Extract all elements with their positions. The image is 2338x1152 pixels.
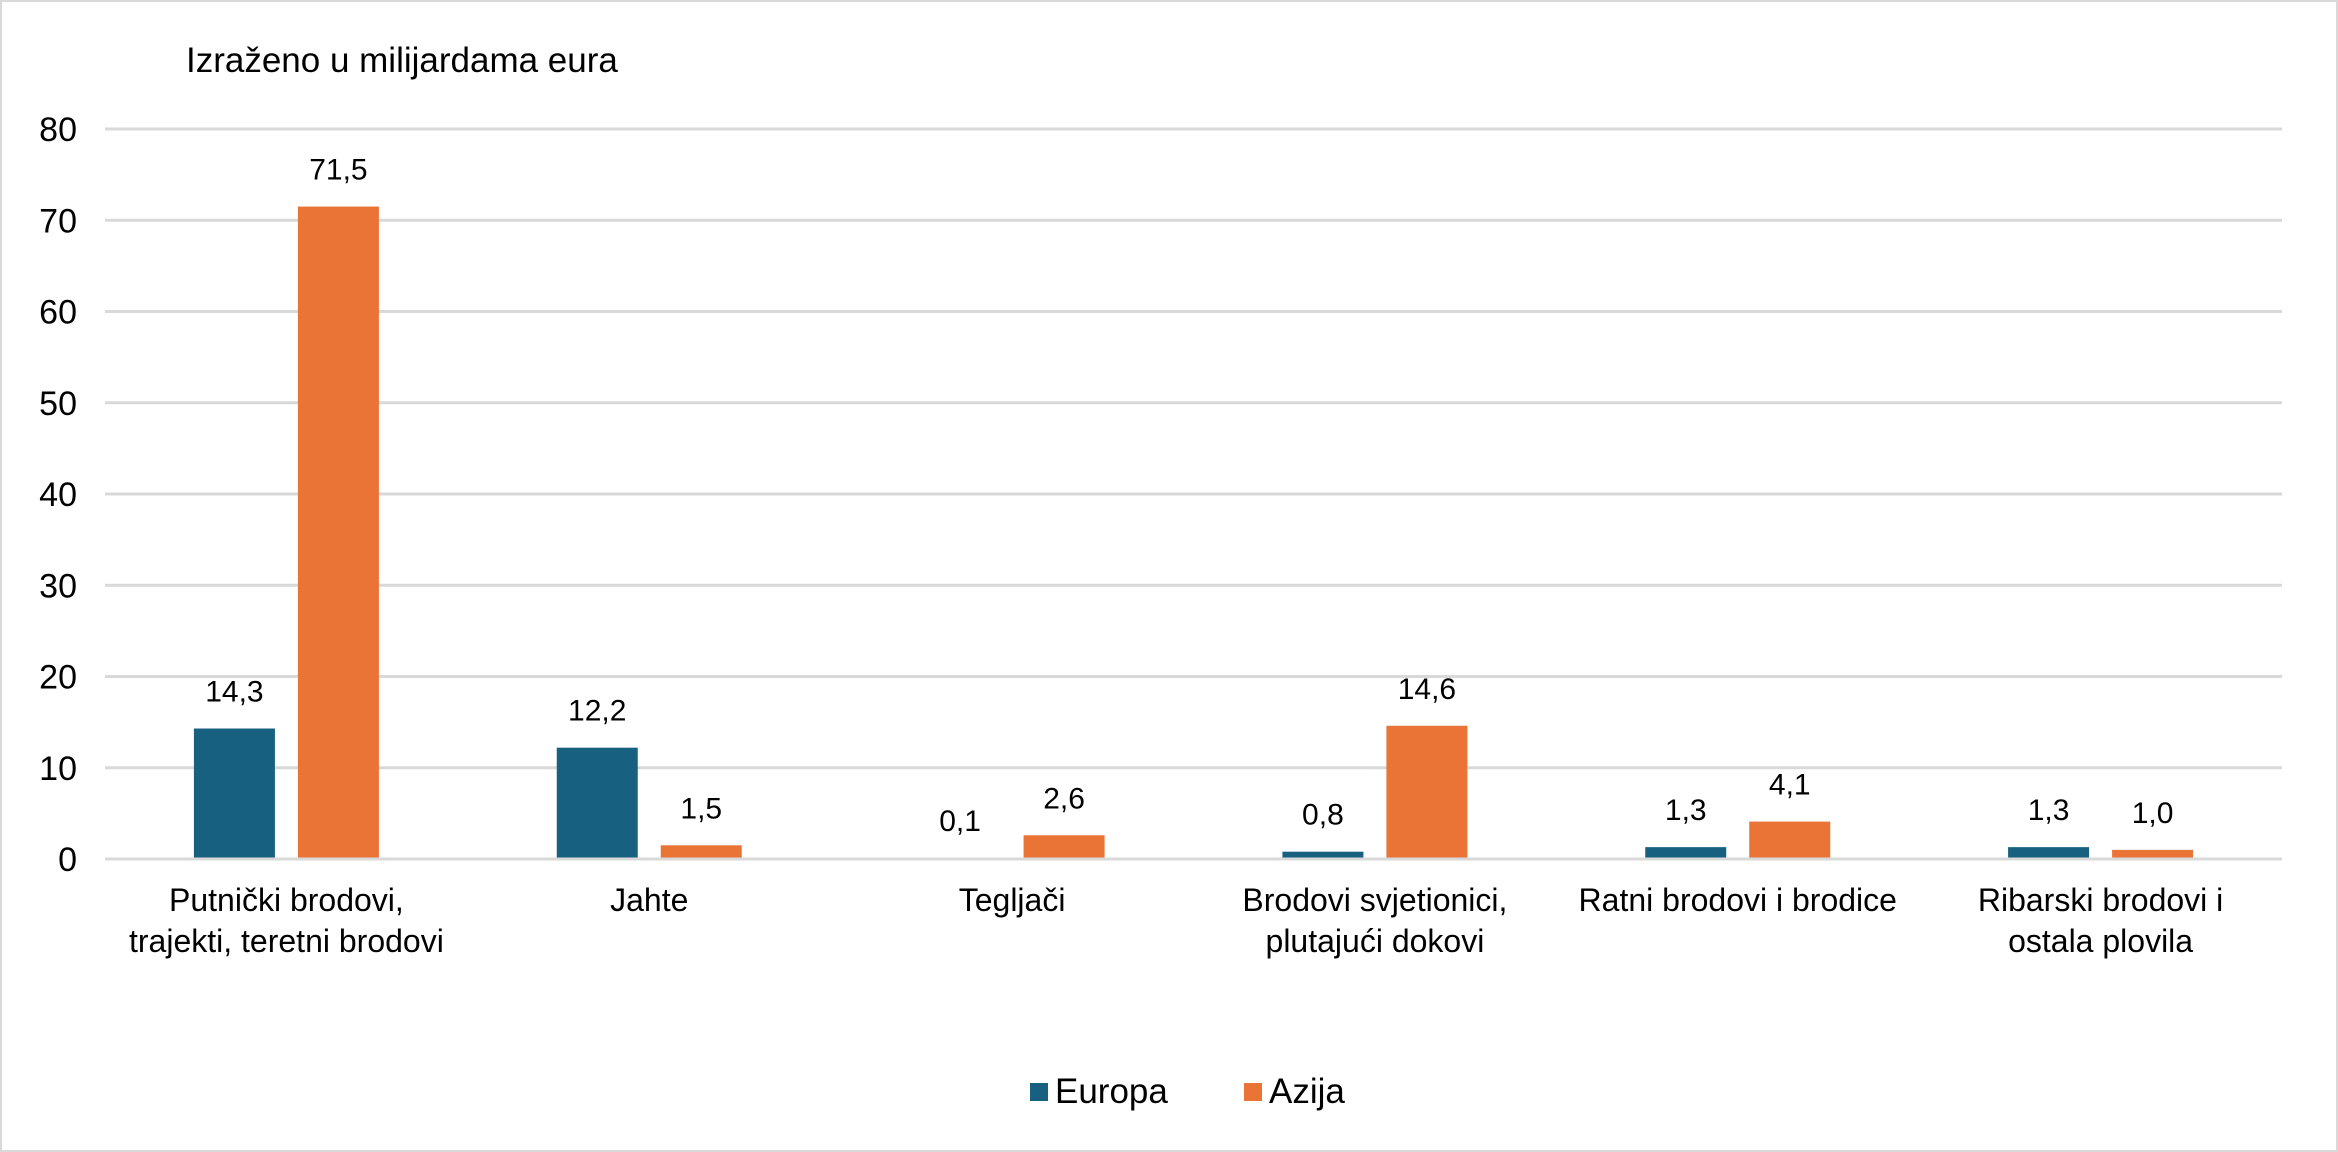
y-tick-label: 50 (39, 385, 77, 423)
legend-swatch-europa (1030, 1083, 1048, 1101)
bar-europa (2008, 847, 2090, 859)
x-tick-label: Putnički brodovi, (169, 882, 404, 918)
x-tick-label: Ribarski brodovi i (1978, 882, 2223, 918)
gridlines (105, 127, 2282, 861)
x-tick-label: Tegljači (959, 882, 1066, 918)
bar-azija (1749, 821, 1831, 859)
bars: 14,3 12,2 0,1 0,8 1,3 1,3 71,5 1,5 2,6 14,6 4,1 1,0 (193, 154, 2194, 859)
y-tick-label: 80 (39, 111, 77, 149)
y-tick-label: 70 (39, 202, 77, 240)
data-label: 14,6 (1398, 673, 1456, 706)
y-tick-label: 30 (39, 567, 77, 605)
bar-azija (1386, 725, 1468, 859)
x-tick-label: Ratni brodovi i brodice (1579, 882, 1897, 918)
x-axis: Putnički brodovi, trajekti, teretni brodo… (105, 857, 2282, 959)
bar-europa (556, 747, 638, 859)
data-label: 0,1 (939, 805, 981, 838)
bar-europa (1645, 847, 1727, 859)
legend: Europa Azija (1030, 1072, 1345, 1111)
data-label: 71,5 (309, 154, 367, 187)
y-tick-label: 40 (39, 476, 77, 514)
x-tick-label: Brodovi svjetionici, (1242, 882, 1507, 918)
data-label: 4,1 (1769, 769, 1811, 802)
legend-label-europa: Europa (1055, 1072, 1168, 1111)
data-label: 1,0 (2132, 797, 2174, 830)
data-label: 0,8 (1302, 799, 1344, 832)
x-tick-label: trajekti, teretni brodovi (129, 923, 444, 959)
legend-label-azija: Azija (1269, 1072, 1345, 1111)
y-tick-label: 20 (39, 659, 77, 697)
y-tick-label: 60 (39, 294, 77, 332)
legend-swatch-azija (1244, 1083, 1262, 1101)
data-label: 2,6 (1043, 782, 1085, 815)
data-label: 1,3 (2028, 794, 2070, 827)
y-tick-label: 0 (58, 841, 77, 879)
x-tick-label: plutajući dokovi (1266, 923, 1485, 959)
bar-europa (193, 728, 275, 859)
x-tick-label: ostala plovila (2008, 923, 2193, 959)
y-axis: 0 10 20 30 40 50 60 70 80 (39, 111, 77, 879)
bar-azija (2112, 849, 2194, 859)
y-tick-label: 10 (39, 750, 77, 788)
bar-azija (660, 845, 742, 859)
data-label: 12,2 (568, 695, 626, 728)
bar-europa (1282, 851, 1364, 859)
bar-azija (297, 206, 379, 859)
bar-azija (1023, 835, 1105, 859)
data-label: 1,3 (1665, 794, 1707, 827)
x-tick-label: Jahte (610, 882, 688, 918)
data-label: 1,5 (680, 792, 722, 825)
unit-label: Izraženo u milijardama eura (186, 41, 618, 80)
data-label: 14,3 (205, 676, 263, 709)
